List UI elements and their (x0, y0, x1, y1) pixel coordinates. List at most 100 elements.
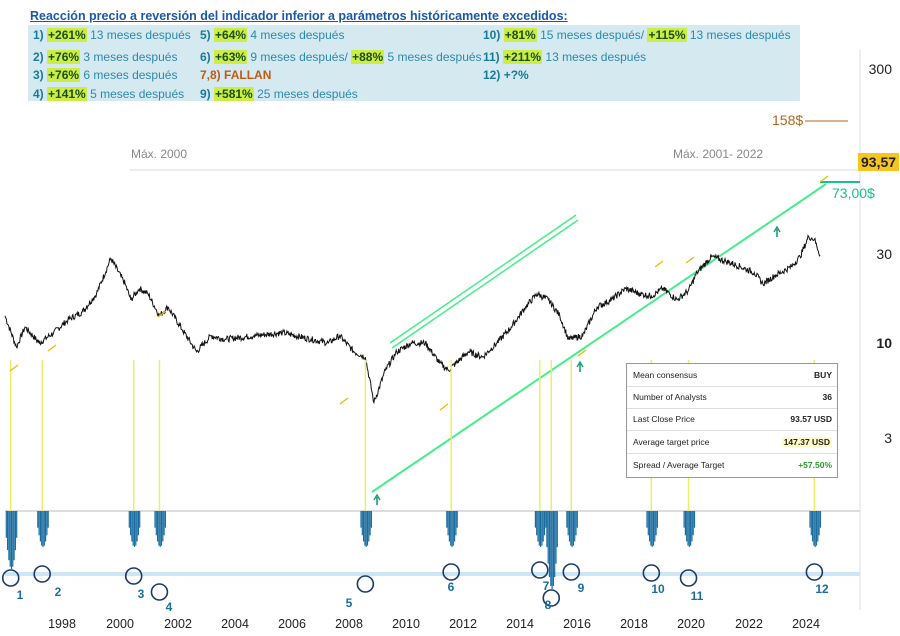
indicator-bar-7 (545, 511, 547, 528)
price-158-label: 158$ (772, 112, 804, 128)
indicator-bar-3 (130, 511, 132, 536)
indicator-baseline-band (5, 572, 860, 576)
indicator-bar-10 (652, 511, 655, 546)
indicator-bar-2 (43, 511, 45, 546)
price-series-line (4, 234, 821, 405)
indicator-bar-6 (450, 511, 452, 546)
cycle-marker-9 (562, 563, 581, 581)
indicator-bar-1 (8, 511, 10, 561)
cycle-label-5: 5 (345, 596, 353, 610)
indicator-bar-3 (133, 511, 136, 547)
max-2000-label: Máx. 2000 (131, 147, 188, 161)
indicator-bar-5 (364, 511, 366, 546)
result-2: 2) +76% 3 meses después (33, 50, 178, 64)
cycle-marker-3 (124, 567, 143, 585)
cycle-label-12: 12 (815, 582, 829, 596)
indicator-bar-4 (155, 511, 157, 536)
indicator-bar-12 (815, 511, 818, 546)
indicator-bar-8 (548, 511, 551, 578)
indicator-bar-2 (42, 511, 44, 547)
indicator-bar-2 (45, 511, 47, 542)
cycle-marker-8 (542, 589, 561, 607)
indicator-bar-11 (684, 511, 686, 536)
indicator-bar-5 (361, 511, 363, 536)
indicator-bar-6 (452, 511, 454, 546)
indicator-bar-12 (818, 511, 820, 536)
cycle-marker-5 (356, 575, 375, 593)
indicator-bar-4 (154, 511, 156, 528)
indicator-bar-9 (567, 511, 569, 536)
indicator-bar-8 (551, 511, 553, 589)
x-tick-2016: 2016 (563, 617, 591, 631)
signal-arrow-8 (685, 256, 695, 264)
indicator-bar-1 (10, 511, 13, 569)
indicator-bar-2 (41, 511, 43, 546)
x-tick-1998: 1998 (48, 617, 76, 631)
x-tick-2010: 2010 (392, 617, 420, 631)
indicator-bar-6 (448, 511, 450, 542)
indicator-bar-1 (13, 511, 15, 561)
cycle-label-3: 3 (137, 587, 145, 601)
x-tick-2020: 2020 (677, 617, 705, 631)
signal-arrow-2 (47, 344, 57, 352)
signal-arrow-1 (9, 364, 19, 372)
indicator-bar-11 (688, 511, 690, 547)
indicator-bar-4 (158, 511, 160, 546)
indicator-bar-9 (570, 511, 572, 546)
indicator-bar-5 (360, 511, 362, 528)
signal-arrow-6 (577, 349, 587, 357)
indicator-bar-11 (687, 511, 689, 546)
indicator-bar-11 (683, 511, 685, 528)
signal-arrow-7 (654, 260, 664, 268)
indicator-bar-3 (135, 511, 137, 546)
x-tick-2022: 2022 (735, 617, 763, 631)
indicator-bar-12 (817, 511, 819, 542)
result-9: 9) +581% 25 meses después (200, 87, 358, 101)
cycle-marker-12 (805, 563, 824, 581)
indicator-bar-7 (540, 511, 542, 547)
indicator-bar-11 (690, 511, 692, 546)
consensus-row: Spread / Average Target +57.50% (633, 460, 832, 470)
trend-channel-upper-2 (391, 219, 579, 349)
cycle-marker-11 (679, 569, 698, 587)
indicator-bar-10 (656, 511, 658, 528)
result-11: 11) +211% 13 meses después (483, 50, 647, 64)
indicator-bar-3 (132, 511, 134, 546)
x-tick-2002: 2002 (164, 617, 192, 631)
x-tick-2006: 2006 (278, 617, 306, 631)
indicator-bar-5 (370, 511, 372, 528)
trend-channel-upper-1 (389, 214, 577, 344)
indicator-bar-3 (128, 511, 130, 528)
cycle-label-2: 2 (54, 585, 62, 599)
indicator-bar-10 (651, 511, 653, 547)
y-tick-300: 300 (868, 61, 892, 77)
indicator-bar-8 (556, 511, 558, 548)
indicator-bar-1 (9, 511, 11, 567)
y-tick-30: 30 (876, 246, 892, 262)
x-tick-2018: 2018 (620, 617, 648, 631)
price-73-label: 73,00$ (832, 185, 875, 201)
cycle-label-7: 7 (542, 579, 550, 593)
result-6: 6) +63% 9 meses después/ +88% 5 meses de… (200, 50, 482, 64)
indicator-bar-1 (14, 511, 16, 551)
result-1: 1) +261% 13 meses después (33, 28, 191, 42)
x-tick-2008: 2008 (335, 617, 363, 631)
cycle-label-9: 9 (577, 581, 585, 595)
indicator-bar-11 (692, 511, 694, 536)
indicator-bar-5 (363, 511, 365, 542)
y-tick-10: 10 (876, 335, 892, 351)
indicator-bar-6 (447, 511, 449, 536)
last-price-tag: 93,57 (858, 153, 900, 171)
result-3: 3) +76% 6 meses después (33, 68, 178, 82)
indicator-bar-9 (576, 511, 578, 528)
indicator-bar-12 (812, 511, 814, 542)
cycle-marker-7 (531, 561, 549, 579)
cycle-marker-4 (150, 583, 169, 601)
indicator-bar-5 (366, 511, 369, 546)
indicator-bar-7 (538, 511, 540, 546)
indicator-bar-12 (814, 511, 816, 547)
indicator-bar-10 (646, 511, 648, 528)
indicator-bar-6 (454, 511, 456, 542)
indicator-bar-11 (693, 511, 696, 528)
